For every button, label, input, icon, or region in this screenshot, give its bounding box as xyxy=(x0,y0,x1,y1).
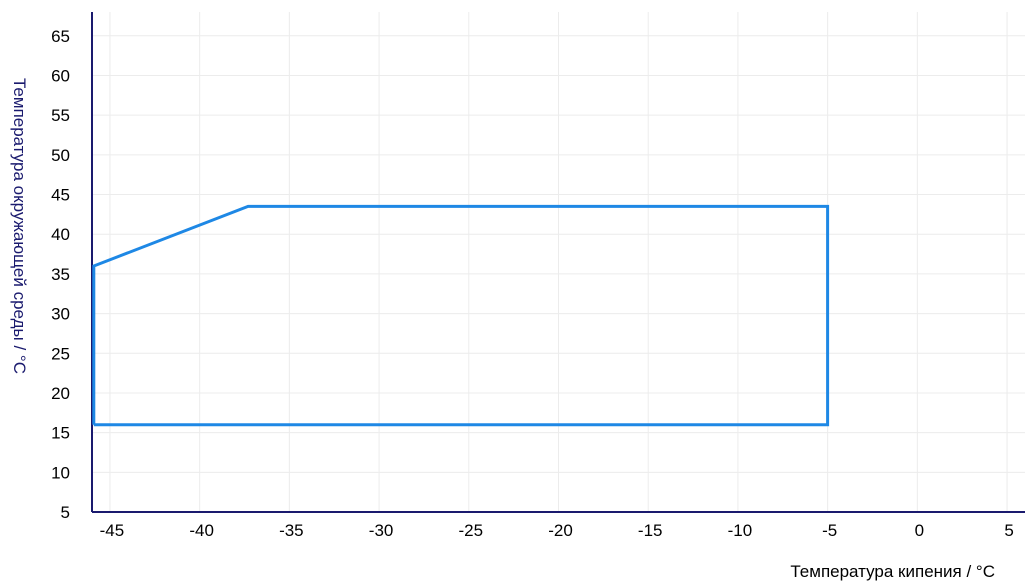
x-tick-label: -40 xyxy=(189,521,214,540)
x-tick-label: -10 xyxy=(728,521,753,540)
x-tick-label: -45 xyxy=(100,521,125,540)
y-tick-label: 35 xyxy=(51,265,70,284)
y-tick-label: 30 xyxy=(51,305,70,324)
x-tick-label: 5 xyxy=(1004,521,1013,540)
y-tick-label: 40 xyxy=(51,225,70,244)
y-tick-label: 55 xyxy=(51,106,70,125)
x-tick-label: -25 xyxy=(458,521,483,540)
x-tick-label: -20 xyxy=(548,521,573,540)
x-tick-label: 0 xyxy=(915,521,924,540)
y-tick-label: 50 xyxy=(51,146,70,165)
y-tick-label: 5 xyxy=(61,503,70,522)
x-axis-title: Температура кипения / °C xyxy=(790,562,995,581)
y-tick-label: 65 xyxy=(51,27,70,46)
y-axis-title: Температура окружающей среды / °C xyxy=(10,78,29,374)
grid-lines xyxy=(92,12,1025,512)
x-tick-label: -30 xyxy=(369,521,394,540)
y-tick-label: 25 xyxy=(51,344,70,363)
y-tick-labels: 5 10 15 20 25 30 35 40 45 50 55 60 65 xyxy=(51,27,70,522)
y-tick-label: 15 xyxy=(51,424,70,443)
x-tick-labels: -45 -40 -35 -30 -25 -20 -15 -10 -5 0 5 xyxy=(100,521,1014,540)
axes xyxy=(91,12,1025,513)
y-tick-label: 20 xyxy=(51,384,70,403)
series-layer xyxy=(92,204,830,427)
x-tick-label: -15 xyxy=(638,521,663,540)
y-tick-label: 60 xyxy=(51,66,70,85)
x-tick-label: -5 xyxy=(822,521,837,540)
y-tick-label: 10 xyxy=(51,463,70,482)
x-tick-label: -35 xyxy=(279,521,304,540)
y-tick-label: 45 xyxy=(51,186,70,205)
envelope-series-line xyxy=(92,204,830,427)
